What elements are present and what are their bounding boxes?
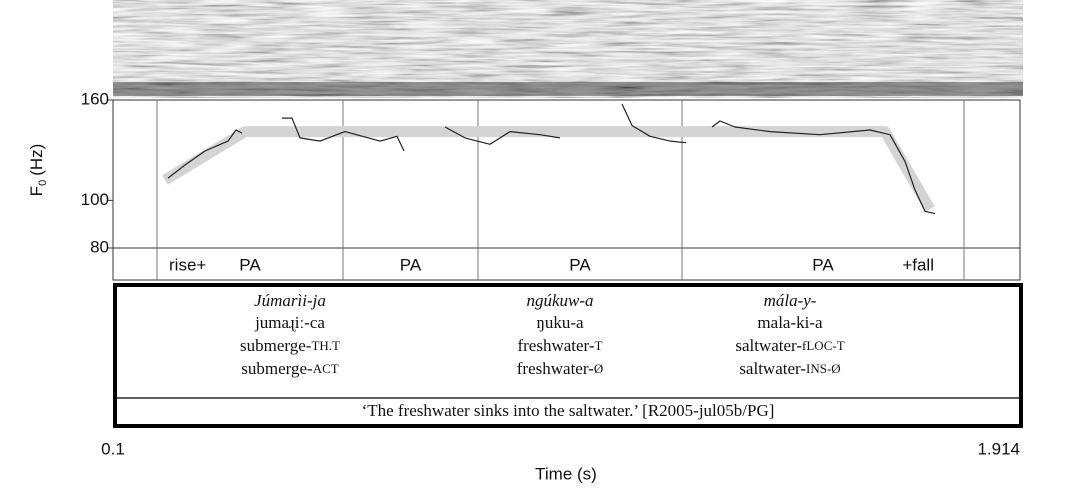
gloss-line: freshwater-Ø	[517, 359, 603, 378]
gloss-stem: saltwater-	[739, 359, 806, 378]
tier-label: PA	[812, 255, 834, 274]
gloss-phonemic: ŋuku-a	[536, 313, 584, 332]
gloss-stem: saltwater-	[735, 336, 802, 355]
spectrogram	[113, 0, 1023, 98]
gloss-tag: TH.T	[311, 338, 340, 353]
stylized-contour	[162, 126, 935, 212]
gloss-line: submerge-TH.T	[240, 336, 340, 355]
y-tick-label: 80	[90, 237, 109, 256]
gloss-word: mála-y-	[764, 291, 817, 310]
f0-track	[167, 103, 936, 215]
translation: ‘The freshwater sinks into the saltwater…	[362, 401, 775, 420]
gloss-tag: fLOC-T	[802, 338, 845, 353]
y-tick-label: 100	[81, 190, 109, 209]
gloss-line: saltwater-INS-Ø	[739, 359, 840, 378]
tier-label: PA	[239, 255, 261, 274]
x-tick-label: 1.914	[977, 439, 1020, 458]
y-axis-label: F0(Hz)	[27, 144, 48, 197]
tier-label: PA	[569, 255, 591, 274]
gloss-word: Júmarìi-ja	[254, 291, 326, 310]
gloss-line: submerge-ACT	[241, 359, 339, 378]
gloss-tag: Ø	[594, 361, 603, 376]
plot-frame	[112, 99, 1021, 281]
gloss-tag: T	[595, 338, 603, 353]
gloss-stem: submerge-	[241, 359, 313, 378]
y-tick-label: 160	[81, 89, 109, 108]
gloss-tag: ACT	[313, 361, 339, 376]
tier-label: rise+	[169, 255, 206, 274]
gloss-line: saltwater-fLOC-T	[735, 336, 844, 355]
gloss-stem: submerge-	[240, 336, 312, 355]
x-axis-label: Time (s)	[535, 464, 597, 483]
gloss-word: ngúkuw-a	[526, 291, 593, 310]
gloss-stem: freshwater-	[517, 359, 594, 378]
tier-label: PA	[400, 255, 422, 274]
gloss-phonemic: jumaɻiː-ca	[254, 313, 325, 332]
gloss-box	[113, 283, 1023, 428]
gloss-line: freshwater-T	[517, 336, 602, 355]
gloss-phonemic: mala-ki-a	[757, 313, 823, 332]
gloss-stem: freshwater-	[517, 336, 594, 355]
x-tick-label: 0.1	[101, 439, 125, 458]
gloss-tag: INS-Ø	[806, 361, 841, 376]
tier-label: +fall	[902, 255, 934, 274]
